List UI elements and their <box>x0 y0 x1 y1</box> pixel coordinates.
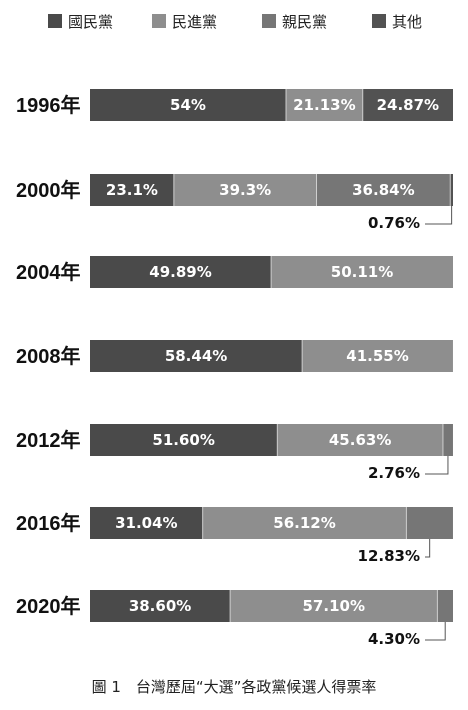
chart-rows: 1996年 54% 21.13% 24.87% 2000年 23.1% 39.3% 36.84… <box>16 89 453 648</box>
bar-segment <box>230 590 438 622</box>
bar-segment <box>90 256 272 288</box>
year-label: 2020年 <box>16 594 81 618</box>
segment-label: 54% <box>170 96 206 114</box>
segment-label: 38.60% <box>129 597 191 615</box>
callout-label: 12.83% <box>358 547 420 565</box>
segment-label: 21.13% <box>293 96 355 114</box>
callout-line <box>425 206 453 225</box>
bar-segment <box>442 424 453 456</box>
legend-label: 親民黨 <box>282 13 327 31</box>
callout-label: 4.30% <box>368 630 420 648</box>
year-label: 2004年 <box>16 260 81 284</box>
bar-segment <box>437 590 453 622</box>
callout-line <box>425 622 446 641</box>
bar-segment <box>90 340 303 372</box>
segment-label: 36.84% <box>352 181 414 199</box>
segment-label: 39.3% <box>219 181 271 199</box>
bar-segment <box>406 507 453 539</box>
bar-segment <box>202 507 407 539</box>
bar-segment <box>90 174 174 206</box>
legend-swatch <box>48 14 62 28</box>
bar-segment <box>90 590 231 622</box>
callout-label: 2.76% <box>368 464 420 482</box>
legend-swatch <box>372 14 386 28</box>
bar-segment <box>90 507 203 539</box>
callout-label: 0.76% <box>368 214 420 232</box>
segment-label: 57.10% <box>303 597 365 615</box>
year-label: 1996年 <box>16 93 81 117</box>
segment-label: 31.04% <box>115 514 177 532</box>
year-label: 2012年 <box>16 428 81 452</box>
figure-caption: 圖 1 台灣歷屆“大選”各政黨候選人得票率 <box>92 678 377 696</box>
bar-segment <box>316 174 451 206</box>
year-label: 2008年 <box>16 344 81 368</box>
callout-line <box>425 456 449 475</box>
bar-segment <box>450 174 453 206</box>
callout-line <box>425 539 431 558</box>
segment-label: 45.63% <box>329 431 391 449</box>
segment-label: 23.1% <box>106 181 158 199</box>
legend-label: 國民黨 <box>68 13 113 31</box>
bar-segment <box>173 174 317 206</box>
year-label: 2016年 <box>16 511 81 535</box>
segment-label: 51.60% <box>152 431 214 449</box>
segment-label: 41.55% <box>346 347 408 365</box>
segment-label: 24.87% <box>377 96 439 114</box>
segment-label: 58.44% <box>165 347 227 365</box>
legend-label: 民進黨 <box>172 13 217 31</box>
year-label: 2000年 <box>16 178 81 202</box>
bar-segment <box>286 89 363 121</box>
legend: 國民黨 民進黨 親民黨 其他 <box>48 13 422 31</box>
segment-label: 50.11% <box>331 263 393 281</box>
bar-segment <box>362 89 453 121</box>
legend-label: 其他 <box>392 13 422 31</box>
legend-swatch <box>262 14 276 28</box>
bar-segment <box>90 424 278 456</box>
bar-segment <box>302 340 453 372</box>
bar-segment <box>90 89 287 121</box>
segment-label: 56.12% <box>273 514 335 532</box>
segment-label: 49.89% <box>149 263 211 281</box>
bar-segment <box>277 424 443 456</box>
legend-swatch <box>152 14 166 28</box>
bar-segment <box>271 256 453 288</box>
